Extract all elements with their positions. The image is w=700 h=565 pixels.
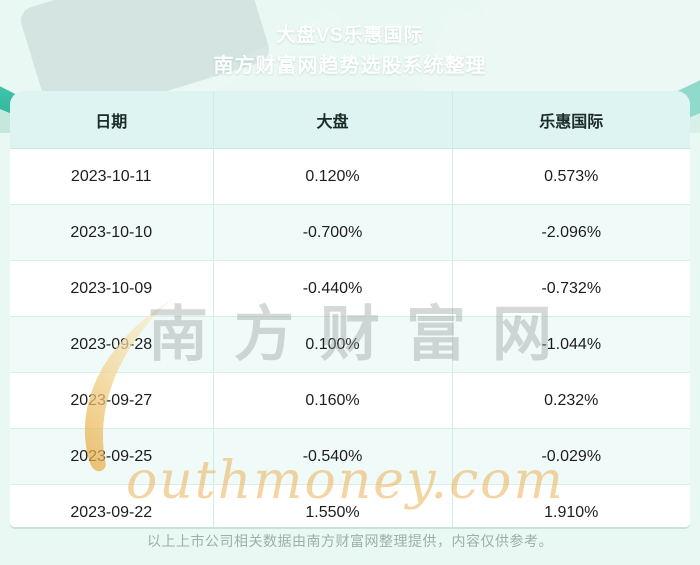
data-table-card: 日期 大盘 乐惠国际 2023-10-11 0.120% 0.573% 2023-10-1…	[10, 91, 690, 527]
table-row: 2023-09-27 0.160% 0.232%	[10, 372, 690, 429]
table-cell: 0.120%	[212, 148, 452, 205]
table-cell: 1.550%	[212, 484, 452, 527]
table-row: 2023-09-25 -0.540% -0.029%	[10, 428, 690, 485]
table-cell: 2023-10-10	[10, 204, 213, 261]
column-header-1: 大盘	[212, 91, 452, 149]
table-cell: 1.910%	[451, 484, 690, 527]
table-cell: 0.573%	[451, 148, 690, 205]
table-cell: -2.096%	[451, 204, 690, 261]
table-cell: 0.100%	[212, 316, 452, 373]
table-cell: 2023-10-11	[10, 148, 213, 205]
table-cell: 2023-09-27	[10, 372, 213, 429]
table-row: 2023-10-09 -0.440% -0.732%	[10, 260, 690, 317]
table-cell: 2023-10-09	[10, 260, 213, 317]
table-cell: -0.440%	[212, 260, 452, 317]
table-header-row: 日期 大盘 乐惠国际	[10, 91, 690, 149]
page-title: 大盘VS乐惠国际	[276, 25, 424, 46]
table-row: 2023-09-28 0.100% -1.044%	[10, 316, 690, 373]
footer-note: 以上上市公司相关数据由南方财富网整理提供，内容仅供参考。	[147, 533, 553, 549]
table-cell: -0.029%	[451, 428, 690, 485]
table-cell: -0.700%	[212, 204, 452, 261]
table-cell: 2023-09-28	[10, 316, 213, 373]
page-subtitle: 南方财富网趋势选股系统整理	[213, 55, 487, 77]
table-cell: 2023-09-22	[10, 484, 213, 527]
column-header-2: 乐惠国际	[451, 91, 690, 149]
table-cell: -1.044%	[451, 316, 690, 373]
column-header-0: 日期	[10, 91, 213, 149]
table-cell: 0.160%	[212, 372, 452, 429]
table-row: 2023-10-10 -0.700% -2.096%	[10, 204, 690, 261]
table-cell: 0.232%	[451, 372, 690, 429]
table-row: 2023-10-11 0.120% 0.573%	[10, 148, 690, 205]
comparison-table: 日期 大盘 乐惠国际 2023-10-11 0.120% 0.573% 2023-10-1…	[10, 91, 690, 527]
table-cell: 2023-09-25	[10, 428, 213, 485]
table-row: 2023-09-22 1.550% 1.910%	[10, 484, 690, 527]
table-cell: -0.732%	[451, 260, 690, 317]
table-cell: -0.540%	[212, 428, 452, 485]
